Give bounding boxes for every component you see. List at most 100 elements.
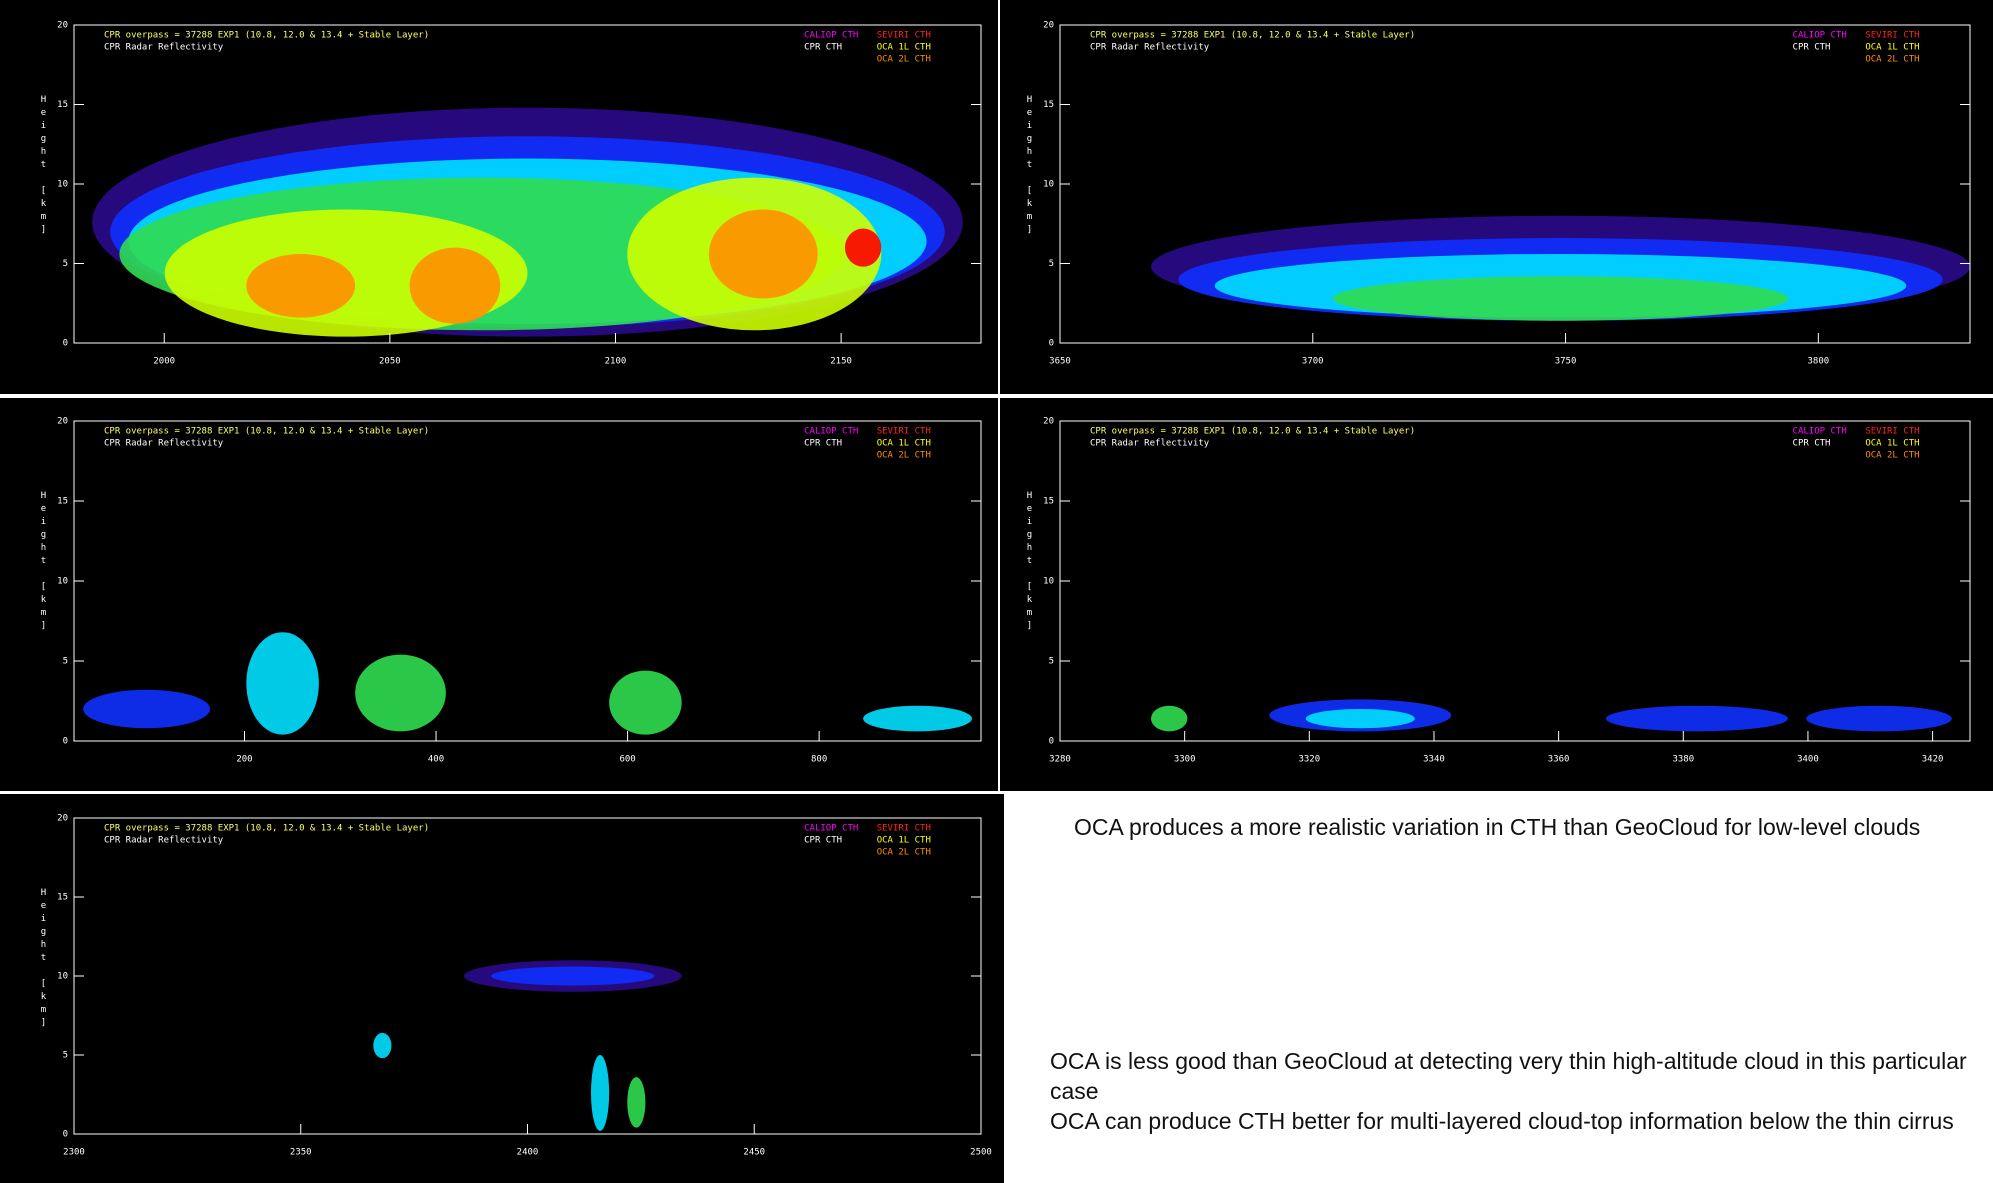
y-tick-label: 15	[1043, 497, 1054, 507]
legend-entry: OCA 2L CTH	[877, 451, 931, 461]
x-tick-label: 3400	[1797, 755, 1819, 765]
subtitle: CPR overpass = 37288 EXP1 (10.8, 12.0 & …	[104, 824, 429, 834]
panel-background	[1000, 398, 1993, 791]
note: OCA can produce CTH better for multi-lay…	[1050, 1106, 1970, 1136]
x-tick-label: 3360	[1548, 755, 1570, 765]
reflectivity	[1606, 706, 1788, 732]
panel-background	[0, 398, 998, 791]
legend-entry: CPR CTH	[804, 836, 842, 846]
x-tick-label: 2000	[153, 357, 175, 367]
legend-entry: OCA 2L CTH	[1865, 55, 1919, 65]
subtitle: CPR Radar Reflectivity	[104, 43, 224, 53]
y-tick-label: 10	[1043, 180, 1054, 190]
reflectivity	[709, 209, 818, 298]
y-tick-label: 15	[57, 497, 68, 507]
reflectivity	[845, 229, 881, 267]
y-axis-label: Height [km]	[1025, 491, 1035, 634]
y-tick-label: 5	[63, 657, 68, 667]
x-tick-label: 2150	[830, 357, 852, 367]
legend-entry: CALIOP CTH	[1793, 31, 1847, 41]
legend-entry: CALIOP CTH	[804, 427, 858, 437]
panel: 0 5 10 15 20 3650 3700 3750 3800 Height [km] CPR o…	[1000, 0, 1993, 394]
reflectivity	[355, 655, 446, 732]
x-tick-label: 2050	[379, 357, 401, 367]
x-tick-label: 200	[236, 755, 252, 765]
y-tick-label: 10	[57, 972, 68, 982]
x-tick-label: 3300	[1174, 755, 1196, 765]
y-tick-label: 0	[63, 1130, 68, 1140]
x-tick-label: 3280	[1049, 755, 1071, 765]
y-tick-label: 15	[57, 893, 68, 903]
x-tick-label: 2100	[605, 357, 627, 367]
y-tick-label: 5	[1049, 657, 1054, 667]
subtitle: CPR overpass = 37288 EXP1 (10.8, 12.0 & …	[104, 427, 429, 437]
panel-background	[0, 794, 1004, 1183]
x-tick-label: 3320	[1298, 755, 1320, 765]
legend-entry: OCA 2L CTH	[877, 55, 931, 65]
y-axis-label: Height [km]	[39, 888, 49, 1031]
x-tick-label: 400	[428, 755, 444, 765]
legend-entry: OCA 1L CTH	[1865, 439, 1919, 449]
y-tick-label: 20	[57, 814, 68, 824]
y-axis-label: Height [km]	[1025, 95, 1035, 238]
reflectivity	[627, 1077, 645, 1128]
y-tick-label: 20	[57, 417, 68, 427]
legend-entry: OCA 1L CTH	[877, 836, 931, 846]
x-tick-label: 2350	[290, 1148, 312, 1158]
reflectivity	[1806, 706, 1952, 732]
legend-entry: OCA 1L CTH	[877, 439, 931, 449]
note: OCA produces a more realistic variation …	[1074, 812, 1954, 842]
x-tick-label: 3750	[1555, 357, 1577, 367]
legend-entry: SEVIRI CTH	[1865, 427, 1919, 437]
y-tick-label: 5	[1049, 259, 1054, 269]
y-tick-label: 20	[1043, 417, 1054, 427]
x-tick-label: 3650	[1049, 357, 1071, 367]
x-tick-label: 3800	[1807, 357, 1829, 367]
x-tick-label: 2400	[517, 1148, 539, 1158]
x-tick-label: 600	[619, 755, 635, 765]
y-tick-label: 10	[1043, 577, 1054, 587]
y-tick-label: 15	[1043, 100, 1054, 110]
y-tick-label: 10	[57, 577, 68, 587]
y-tick-label: 0	[1049, 339, 1054, 349]
reflectivity	[1306, 709, 1415, 728]
reflectivity	[1333, 276, 1788, 321]
legend-entry: SEVIRI CTH	[877, 427, 931, 437]
reflectivity	[373, 1033, 391, 1058]
legend-entry: CALIOP CTH	[804, 31, 858, 41]
slide: 051015202000205021002150Height [km]CPR o…	[0, 0, 1993, 1183]
y-tick-label: 0	[1049, 737, 1054, 747]
panel-background	[1000, 0, 1993, 394]
subtitle: CPR overpass = 37288 EXP1 (10.8, 12.0 & …	[1090, 31, 1415, 41]
y-tick-label: 0	[63, 339, 68, 349]
legend-entry: CALIOP CTH	[804, 824, 858, 834]
x-tick-label: 3700	[1302, 357, 1324, 367]
legend-entry: CPR CTH	[1793, 439, 1831, 449]
reflectivity	[246, 632, 319, 734]
subtitle: CPR overpass = 37288 EXP1 (10.8, 12.0 & …	[1090, 427, 1415, 437]
x-tick-label: 3420	[1922, 755, 1944, 765]
legend-entry: OCA 2L CTH	[877, 848, 931, 858]
reflectivity	[1151, 706, 1187, 732]
reflectivity	[863, 706, 972, 732]
subtitle: CPR Radar Reflectivity	[104, 439, 224, 449]
reflectivity	[591, 1055, 609, 1131]
y-tick-label: 0	[63, 737, 68, 747]
legend-entry: CPR CTH	[1793, 43, 1831, 53]
reflectivity	[609, 671, 682, 735]
y-tick-label: 5	[63, 259, 68, 269]
legend-entry: OCA 2L CTH	[1865, 451, 1919, 461]
legend-entry: OCA 1L CTH	[1865, 43, 1919, 53]
legend-entry: CALIOP CTH	[1793, 427, 1847, 437]
y-tick-label: 20	[1043, 21, 1054, 31]
legend-entry: SEVIRI CTH	[877, 824, 931, 834]
legend-entry: OCA 1L CTH	[877, 43, 931, 53]
charts: 051015202000205021002150Height [km]CPR o…	[0, 0, 1993, 1183]
reflectivity	[246, 254, 355, 318]
y-tick-label: 20	[57, 21, 68, 31]
x-tick-label: 2500	[970, 1148, 992, 1158]
